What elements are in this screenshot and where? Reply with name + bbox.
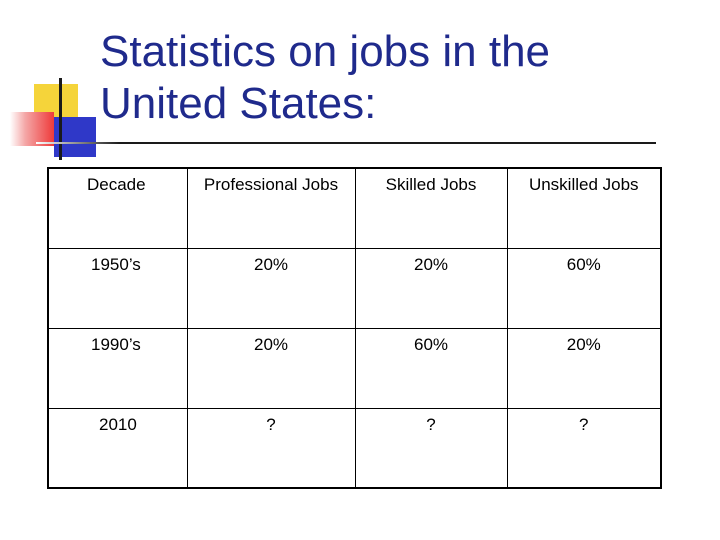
table-cell-decade: 2010 [47,407,188,489]
table-cell-professional: 20% [186,247,356,329]
table-cell-professional: ? [186,407,356,489]
table-cell-skilled: ? [354,407,508,489]
table-cell-professional: 20% [186,327,356,409]
table-cell-skilled: 20% [354,247,508,329]
table-row: 2010 ? ? ? [47,407,662,489]
header-cell-unskilled-jobs: Unskilled Jobs [506,167,662,249]
table-cell-decade: 1950’s [47,247,188,329]
title-underline [36,142,656,144]
title-underline-fade [36,142,120,144]
table-row: 1990’s 20% 60% 20% [47,327,662,409]
table-cell-decade: 1990’s [47,327,188,409]
decorative-vertical-line [59,78,62,160]
table-cell-unskilled: ? [506,407,662,489]
table-cell-unskilled: 60% [506,247,662,329]
slide-title: Statistics on jobs in the United States: [100,26,550,130]
table-row: 1950’s 20% 20% 60% [47,247,662,329]
table-cell-skilled: 60% [354,327,508,409]
jobs-statistics-table: Decade Professional Jobs Skilled Jobs Un… [47,167,662,489]
header-cell-professional-jobs: Professional Jobs [186,167,356,249]
header-cell-decade: Decade [47,167,188,249]
decorative-red-square [10,112,54,146]
slide-title-line-1: Statistics on jobs in the [100,27,551,76]
header-cell-skilled-jobs: Skilled Jobs [354,167,508,249]
table-cell-unskilled: 20% [506,327,662,409]
table-header-row: Decade Professional Jobs Skilled Jobs Un… [47,167,662,249]
slide-title-line-2: United States: [100,79,377,128]
